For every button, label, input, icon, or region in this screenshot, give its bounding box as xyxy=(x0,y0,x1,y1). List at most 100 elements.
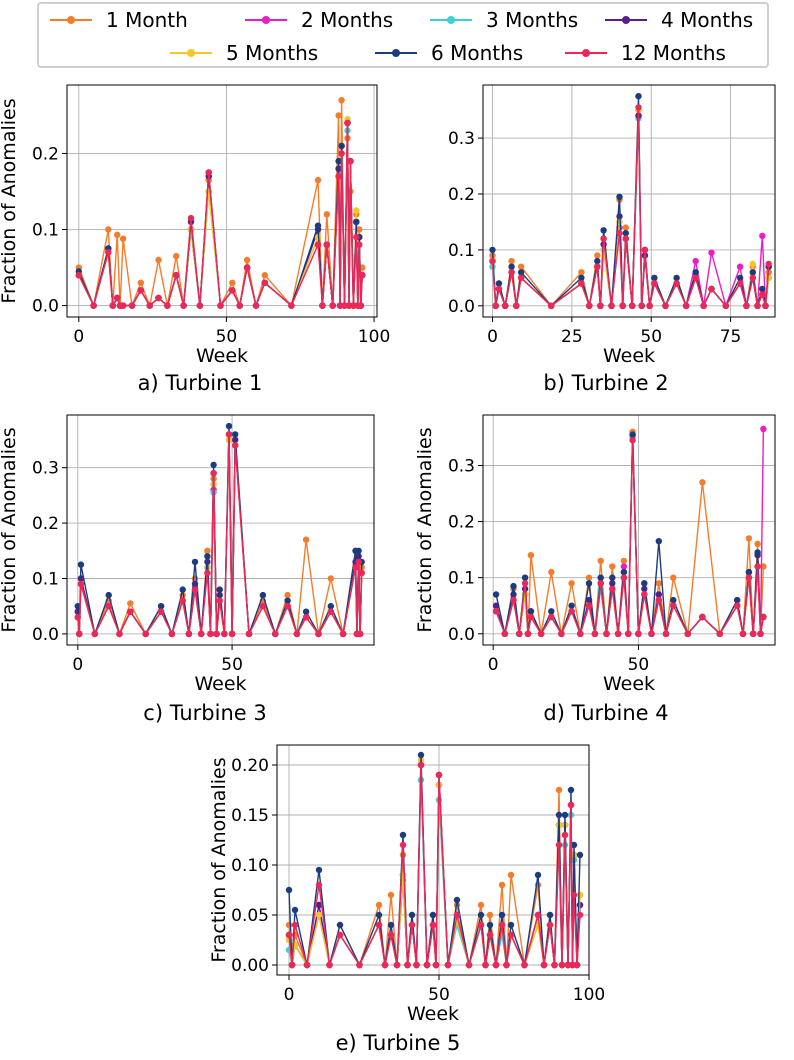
data-point xyxy=(429,911,437,919)
chart-panel-4: 0 50 0.0 0.1 0.2 0.3 Week Fraction of Anomalies… xyxy=(414,414,776,725)
data-point xyxy=(137,279,144,286)
data-point xyxy=(578,269,585,276)
data-point xyxy=(609,574,616,581)
data-point xyxy=(179,586,186,593)
data-point xyxy=(213,630,220,638)
data-point xyxy=(146,302,153,309)
legend-marker xyxy=(447,16,455,24)
legend-item: 4 Months xyxy=(605,8,753,32)
data-point xyxy=(76,630,83,638)
data-point xyxy=(629,302,636,309)
series-12-months xyxy=(489,104,772,309)
legend-marker xyxy=(392,49,400,57)
data-point xyxy=(629,437,636,444)
data-point xyxy=(670,574,677,581)
data-point xyxy=(614,630,622,637)
panel-caption: d) Turbine 4 xyxy=(543,701,668,725)
data-point xyxy=(486,921,494,929)
data-point xyxy=(616,229,623,237)
data-point xyxy=(708,285,715,293)
data-point xyxy=(489,246,496,254)
legend: 1 Month 2 Months 3 Months 4 Months 5 Months 6… xyxy=(37,2,769,68)
data-point xyxy=(594,257,601,265)
data-point xyxy=(600,227,607,234)
data-point xyxy=(745,535,753,542)
legend-label: 4 Months xyxy=(661,8,753,32)
data-point xyxy=(492,591,500,598)
x-tick-label: 50 xyxy=(628,655,650,675)
data-point xyxy=(567,801,575,809)
data-point xyxy=(662,302,669,309)
data-point xyxy=(749,274,756,282)
data-point xyxy=(375,911,383,919)
data-point xyxy=(508,269,515,276)
y-tick-label: 0.1 xyxy=(32,569,59,589)
data-point xyxy=(432,961,440,969)
data-point xyxy=(355,547,362,554)
data-point xyxy=(114,294,121,302)
y-tick-label: 0.3 xyxy=(32,459,59,479)
data-point xyxy=(609,563,616,570)
y-tick-label: 0.15 xyxy=(231,806,269,826)
x-tick-label: 0 xyxy=(487,327,498,347)
data-point xyxy=(75,272,83,279)
data-point xyxy=(191,586,199,593)
series-6-months xyxy=(492,431,767,637)
data-point xyxy=(302,536,310,543)
data-point xyxy=(568,580,575,587)
y-axis-label: Fraction of Anomalies xyxy=(0,427,20,632)
data-point xyxy=(540,961,548,969)
y-tick-label: 0.1 xyxy=(448,241,475,261)
data-point xyxy=(109,302,117,309)
data-point xyxy=(495,285,503,293)
data-point xyxy=(508,257,515,265)
data-point xyxy=(375,901,383,909)
data-point xyxy=(119,235,127,242)
data-point xyxy=(749,260,756,268)
y-tick-label: 0.05 xyxy=(231,906,269,926)
data-point xyxy=(682,302,690,309)
series-line xyxy=(491,107,770,309)
data-point xyxy=(191,558,199,566)
data-point xyxy=(597,580,604,587)
data-point xyxy=(338,150,345,157)
data-point xyxy=(429,921,437,929)
y-tick-label: 0.0 xyxy=(32,625,59,645)
data-point xyxy=(576,891,584,899)
series-line xyxy=(491,115,770,309)
data-point xyxy=(336,931,344,939)
data-point xyxy=(492,302,499,309)
y-tick-label: 0.1 xyxy=(32,221,59,241)
data-point xyxy=(662,630,670,637)
data-point xyxy=(692,269,699,276)
data-point xyxy=(684,630,691,637)
data-point xyxy=(699,613,706,621)
data-point xyxy=(486,911,494,919)
legend-label: 12 Months xyxy=(621,41,726,65)
data-point xyxy=(302,614,310,621)
data-point xyxy=(670,596,677,604)
data-point xyxy=(492,961,500,969)
panel-caption: a) Turbine 1 xyxy=(138,371,263,395)
data-point xyxy=(507,871,515,879)
data-point xyxy=(534,911,542,919)
data-point xyxy=(503,961,510,969)
data-point xyxy=(387,891,395,899)
data-point xyxy=(765,260,772,268)
data-point xyxy=(315,911,323,919)
data-point xyxy=(498,911,506,919)
data-point xyxy=(303,961,311,969)
data-point xyxy=(210,470,217,477)
data-point xyxy=(527,608,535,615)
x-tick-label: 50 xyxy=(221,655,243,675)
data-point xyxy=(338,142,345,150)
data-point xyxy=(558,961,566,969)
data-point xyxy=(105,591,112,599)
data-point xyxy=(620,568,628,576)
data-point xyxy=(155,256,162,264)
data-point xyxy=(492,608,500,615)
data-point xyxy=(622,224,629,231)
data-point xyxy=(252,302,260,309)
data-point xyxy=(597,557,604,565)
series-line xyxy=(77,434,363,637)
